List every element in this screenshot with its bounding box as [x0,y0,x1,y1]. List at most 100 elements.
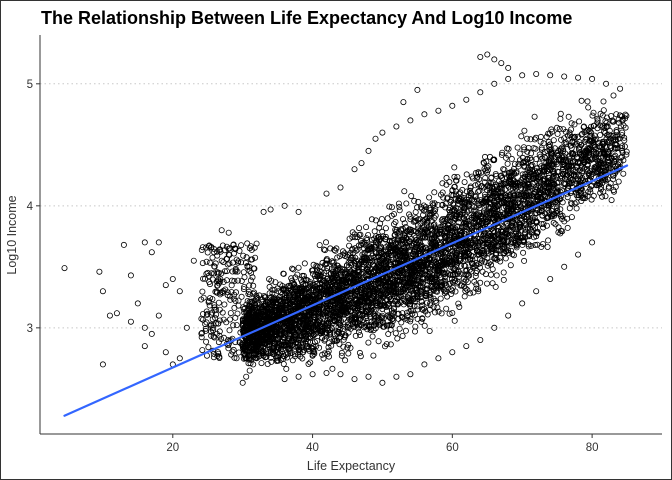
data-point [528,163,535,170]
data-point [290,266,297,273]
data-point [467,290,474,297]
data-point [390,221,397,228]
data-point [403,200,410,207]
data-point [565,113,572,120]
data-point [352,332,359,339]
data-point [620,170,627,177]
data-point [372,217,379,224]
data-point [468,214,475,221]
data-point [543,222,550,229]
data-point [554,124,561,131]
data-point [504,160,511,167]
data-point [412,209,419,216]
data-point [442,200,449,207]
data-point [399,332,406,339]
data-point [402,327,409,334]
data-point [374,302,381,309]
data-point [356,349,363,356]
data-point [578,97,585,104]
data-point [431,207,438,214]
data-point [464,278,471,285]
data-point [426,327,433,334]
data-point [355,328,362,335]
data-point [521,146,528,153]
data-point [305,360,312,367]
data-point [344,344,351,351]
data-point [543,133,550,140]
data-point [540,220,547,227]
data-point [426,194,433,201]
data-point [376,224,383,231]
data-point [398,319,405,326]
data-point [449,287,456,294]
data-point [439,201,446,208]
data-point [528,156,535,163]
data-point [494,247,501,254]
data-point [585,126,592,133]
data-point [545,202,552,209]
data-point [585,104,592,111]
data-point [545,237,552,244]
data-point [461,179,468,186]
data-point [557,110,564,117]
data-point [418,318,425,325]
data-point [426,292,433,299]
data-point [511,199,518,206]
data-point [608,197,615,204]
data-point [325,348,332,355]
data-point [597,110,604,117]
data-point [502,255,509,262]
data-point [514,144,521,151]
data-point [462,277,469,284]
data-point [561,140,568,147]
data-point [365,339,372,346]
data-point [524,148,531,155]
data-point [540,240,547,247]
data-point [414,303,421,310]
data-point [367,327,374,334]
data-point [446,281,453,288]
data-point [481,153,488,160]
data-point [518,133,525,140]
data-point [346,242,353,249]
data-point [314,337,321,344]
data-point [564,194,571,201]
data-point [338,349,345,356]
data-point [370,352,377,359]
data-point [498,151,505,158]
data-point [610,92,617,99]
data-point [342,357,349,364]
data-point [387,341,394,348]
data-point [322,239,329,246]
data-point [347,344,354,351]
data-point [400,278,407,285]
data-point [258,360,265,367]
data-point [329,365,336,372]
data-point [463,188,470,195]
data-point [501,240,508,247]
data-point [455,268,462,275]
data-point [499,149,506,156]
data-point [382,225,389,232]
data-point [613,111,620,118]
data-point [431,189,438,196]
data-point [527,136,534,143]
data-point [584,98,591,105]
data-point [370,288,377,295]
data-point [316,344,323,351]
data-point [552,221,559,228]
data-point [294,351,301,358]
data-point [394,335,401,342]
data-point [533,156,540,163]
data-point [607,132,614,139]
data-point [541,148,548,155]
data-point [331,338,338,345]
data-point [507,262,514,269]
data-point [516,150,523,157]
data-point [532,134,539,141]
data-point [584,127,591,134]
data-point [439,215,446,222]
data-point [524,135,531,142]
data-point [322,261,329,268]
